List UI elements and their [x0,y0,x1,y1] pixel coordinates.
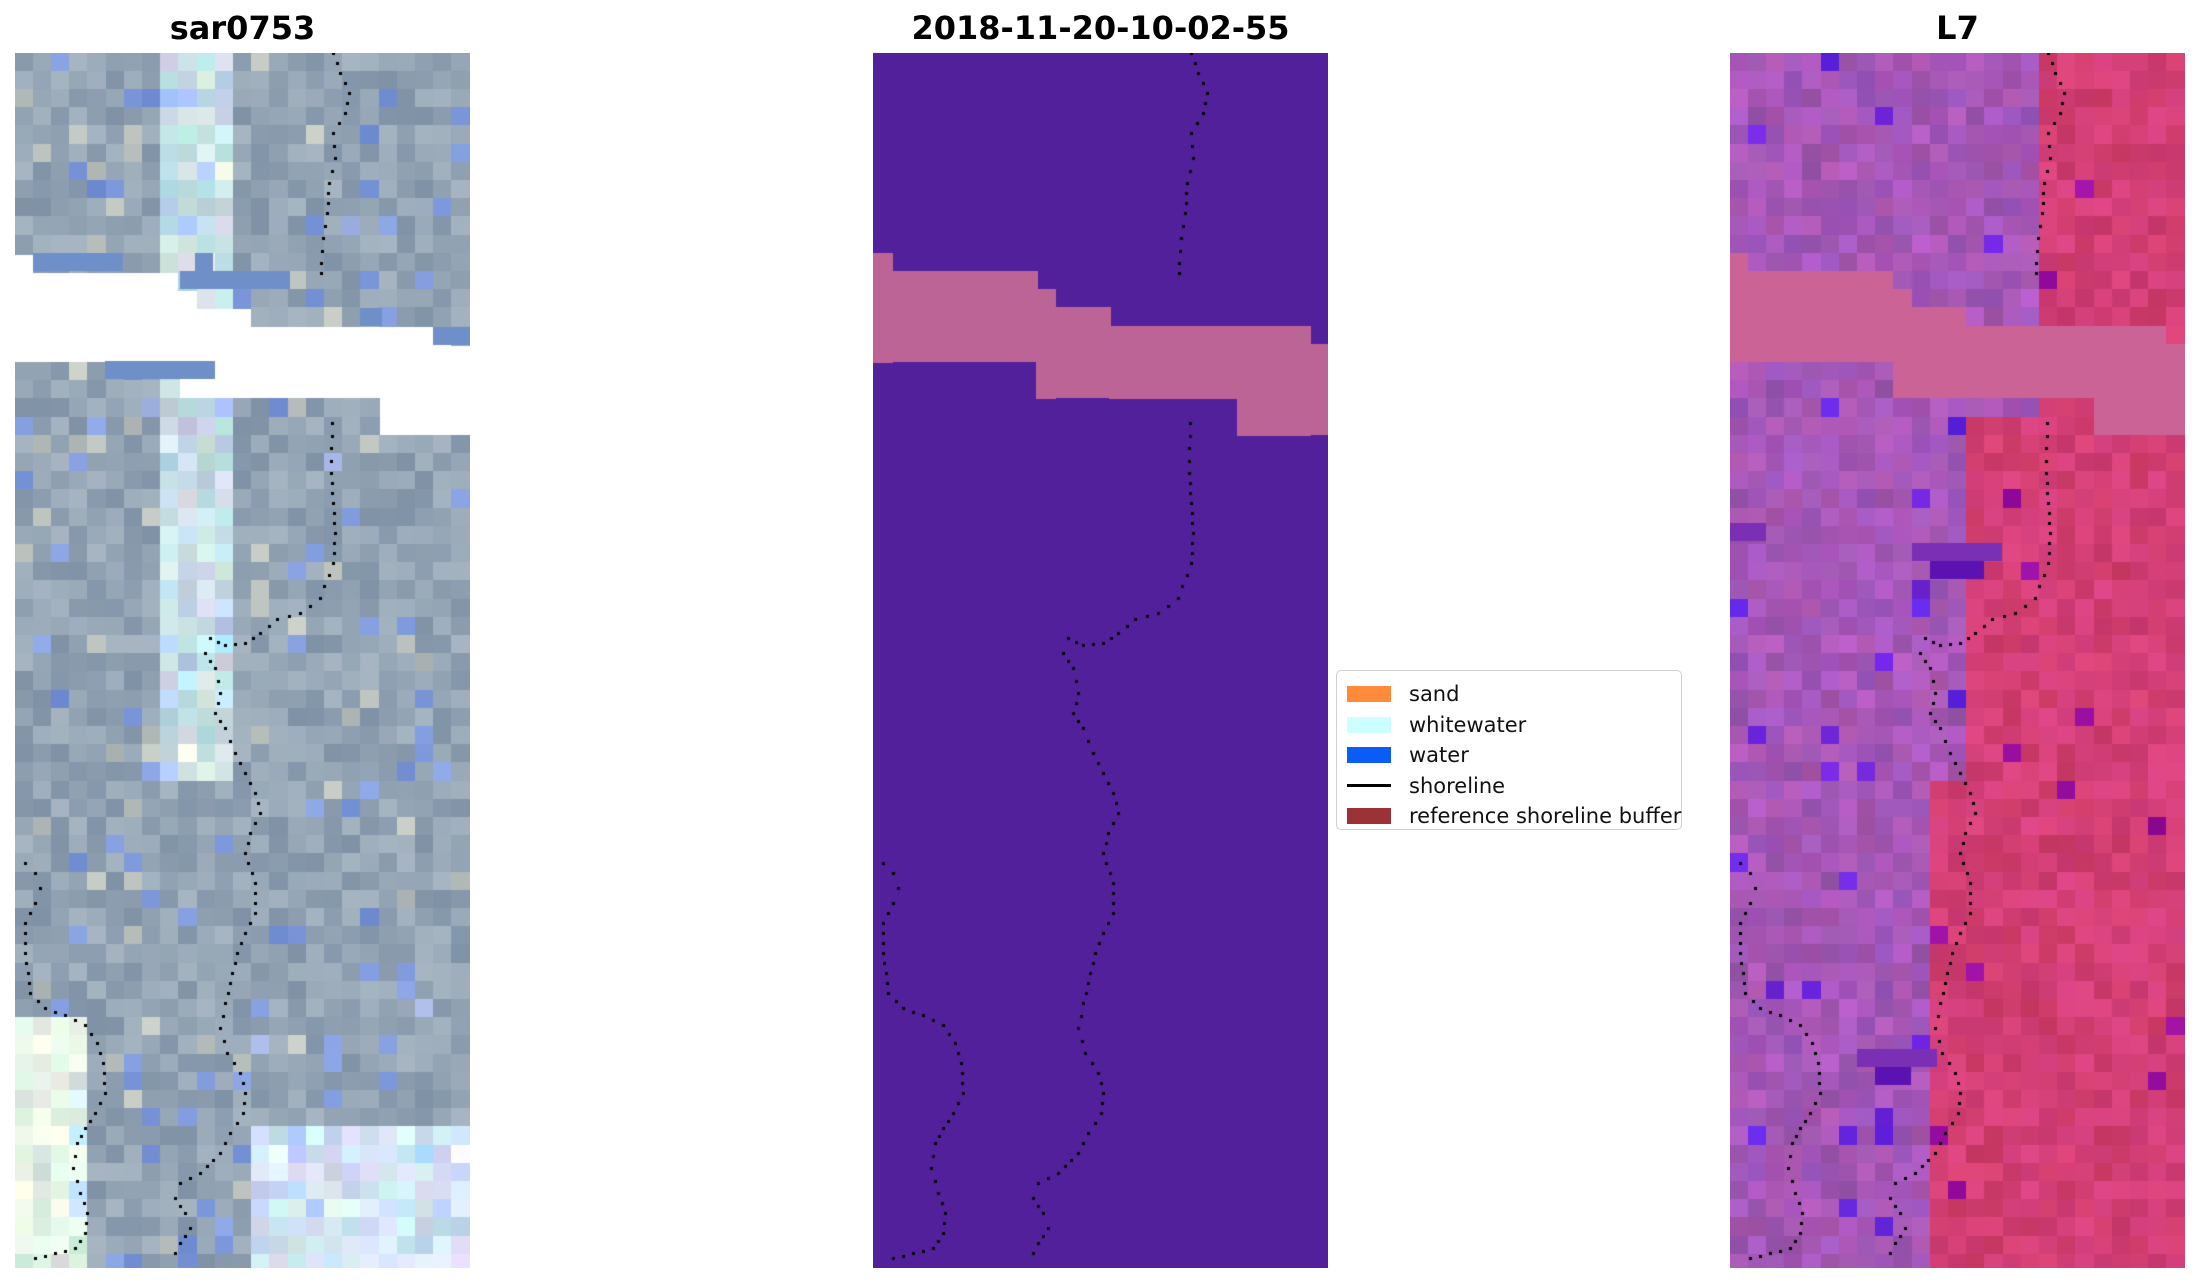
reference-buffer-swatch [1347,808,1391,825]
legend-label-shoreline: shoreline [1409,773,1506,798]
legend-label-whitewater: whitewater [1409,712,1527,737]
shoreline-line-swatch [1347,784,1391,788]
legend: sand whitewater water shoreline referenc… [1336,670,1682,830]
classification-image-panel [873,53,1328,1268]
legend-label-sand: sand [1409,682,1460,707]
water-swatch [1347,747,1391,764]
legend-item-sand: sand [1347,679,1671,710]
legend-item-reference-buffer: reference shoreline buffer [1347,801,1681,832]
rgb-image-panel [15,53,470,1268]
sand-swatch [1347,686,1391,703]
legend-item-whitewater: whitewater [1347,710,1671,741]
whitewater-swatch [1347,716,1391,733]
panel-title-index: L7 [1936,9,1979,47]
legend-label-water: water [1409,743,1469,768]
index-image-panel [1730,53,2185,1268]
panel-title-classification: 2018-11-20-10-02-55 [911,9,1290,47]
legend-item-water: water [1347,740,1671,771]
legend-label-reference-buffer: reference shoreline buffer [1409,804,1682,829]
panel-title-rgb: sar0753 [169,9,316,47]
legend-item-shoreline: shoreline [1347,771,1671,802]
